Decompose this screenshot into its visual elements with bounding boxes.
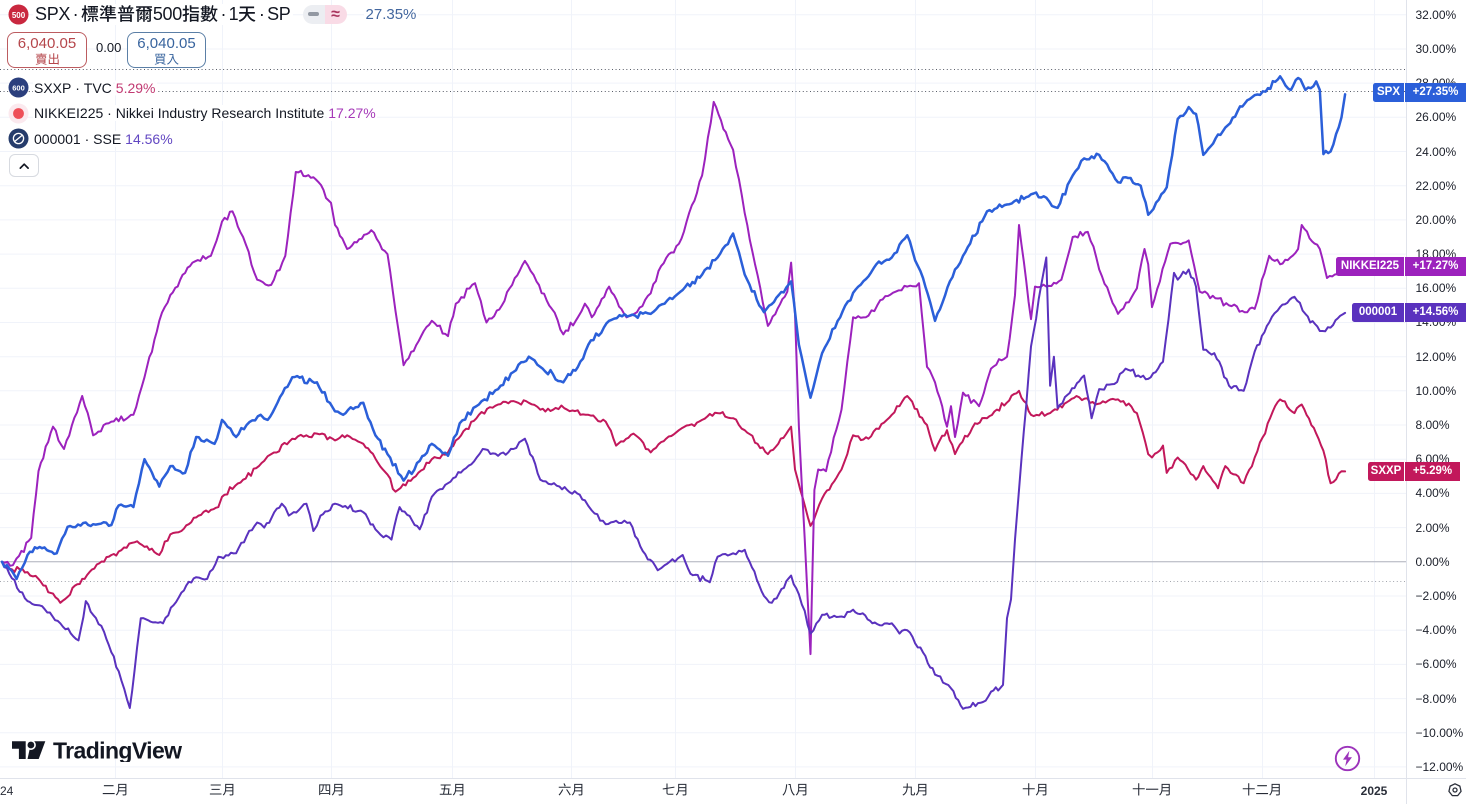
svg-text:600: 600 [12,84,25,93]
svg-text:TradingView: TradingView [53,741,182,762]
svg-text:500: 500 [12,11,26,20]
